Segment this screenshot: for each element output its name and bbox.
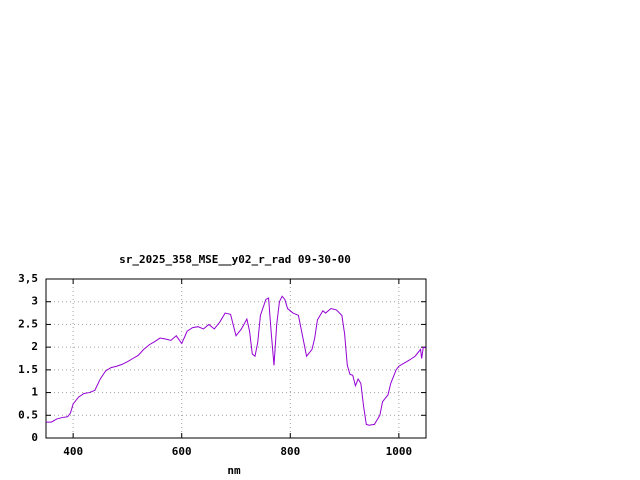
plot-frame [45,278,427,439]
y-tick-label: 0 [31,431,38,444]
y-tick-label: 2 [31,340,38,353]
y-tick-label: 2.5 [18,317,38,330]
y-tick-label: 3,5 [18,272,38,285]
y-tick-label: 3 [31,295,38,308]
x-tick-label: 600 [172,445,192,458]
x-tick-label: 800 [280,445,300,458]
y-tick-label: 1.5 [18,363,38,376]
y-tick-label: 0.5 [18,408,38,421]
x-tick-label: 400 [63,445,83,458]
x-tick-label: 1000 [386,445,413,458]
y-tick-label: 1 [31,386,38,399]
chart-title: sr_2025_358_MSE__y02_r_rad 09-30-00 [119,253,351,266]
data-line [46,295,427,426]
x-axis-label: nm [227,464,241,477]
